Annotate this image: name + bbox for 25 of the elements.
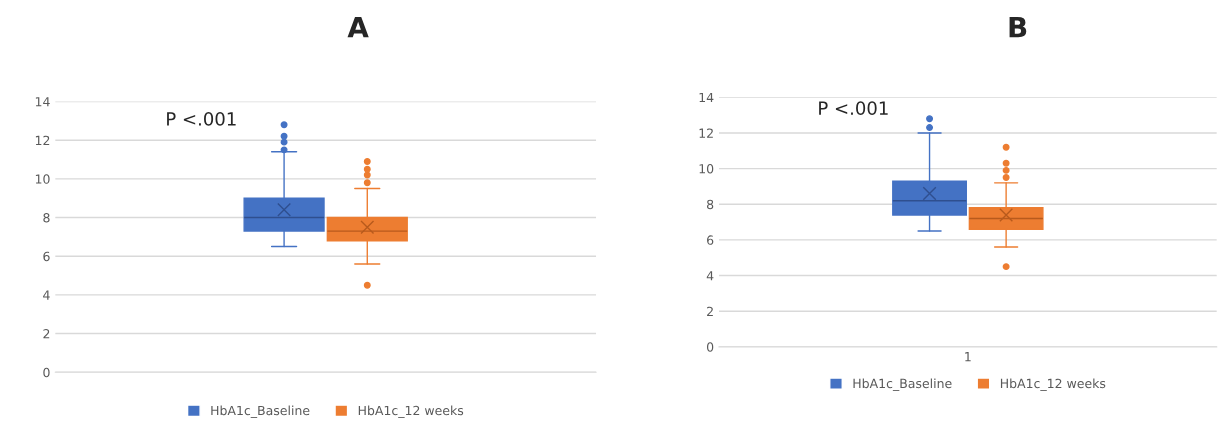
legend-label: HbA1c_12 weeks — [358, 405, 464, 418]
chart-title: B — [1009, 17, 1027, 38]
y-tick-label: 12 — [35, 135, 50, 145]
y-tick-label: 14 — [699, 92, 714, 103]
y-tick-label: 0 — [43, 367, 50, 378]
annotation: P <.001 — [167, 112, 236, 126]
y-tick-label: 2 — [707, 306, 713, 316]
y-tick-label: 10 — [699, 164, 714, 174]
legend-label: HbA1c_Baseline — [853, 378, 952, 391]
y-tick-label: 4 — [43, 290, 50, 300]
x-tick-label: 1 — [965, 352, 971, 362]
y-tick-label: 10 — [35, 174, 50, 184]
y-tick-label: 2 — [43, 329, 50, 339]
legend-label: HbA1c_Baseline — [211, 405, 310, 418]
annotation: P <.001 — [819, 101, 888, 116]
y-tick-label: 6 — [707, 235, 714, 245]
y-tick-label: 8 — [43, 213, 50, 223]
chart-title: A — [347, 17, 369, 38]
y-tick-label: 4 — [706, 271, 714, 281]
y-tick-label: 8 — [707, 199, 714, 210]
y-tick-label: 0 — [706, 342, 714, 352]
legend-label: HbA1c_12 weeks — [1000, 378, 1106, 391]
y-tick-label: 12 — [699, 128, 713, 138]
y-tick-label: 6 — [43, 251, 50, 262]
y-tick-label: 14 — [35, 97, 50, 107]
